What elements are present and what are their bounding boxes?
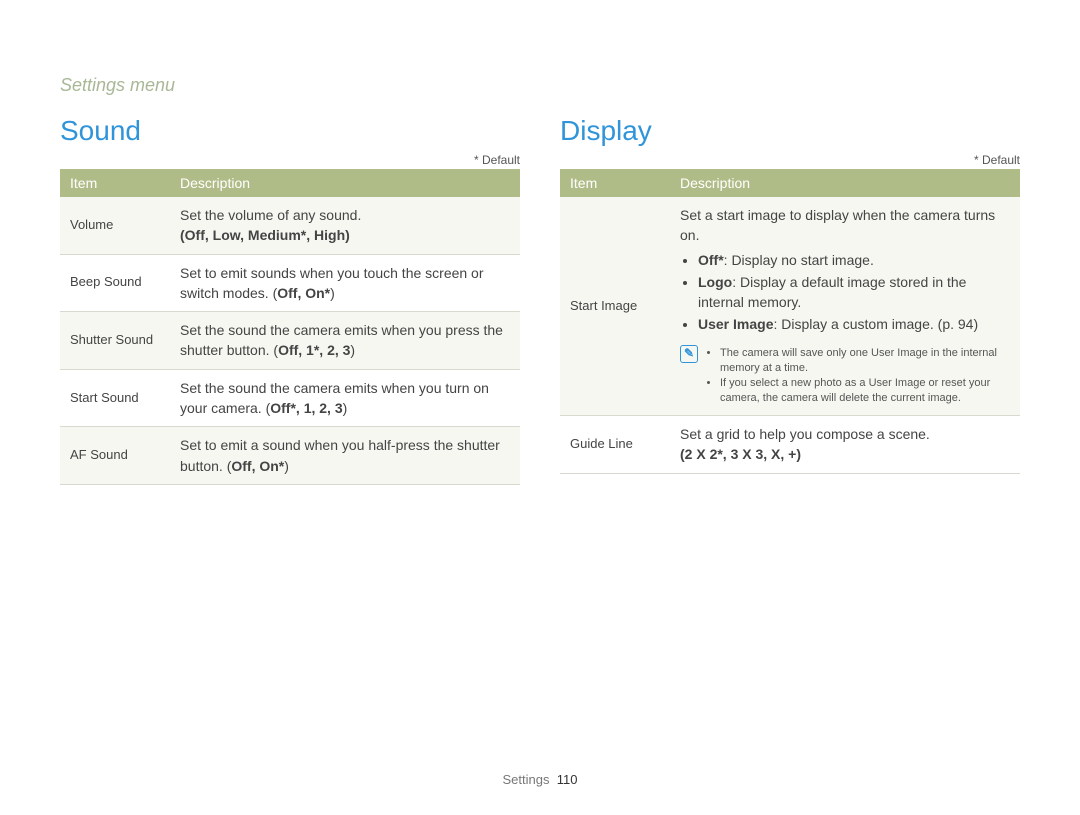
list-item: Logo: Display a default image stored in …: [698, 272, 1010, 313]
opt-off-label: Off*: [698, 252, 724, 268]
opt-logo-label: Logo: [698, 274, 732, 290]
guideline-desc-text: Set a grid to help you compose a scene.: [680, 426, 930, 442]
table-row: AF Sound Set to emit a sound when you ha…: [60, 427, 520, 485]
beep-item: Beep Sound: [60, 254, 170, 312]
sound-section: Sound * Default Item Description Volume …: [60, 75, 520, 485]
breadcrumb: Settings menu: [60, 75, 175, 96]
startimage-intro: Set a start image to display when the ca…: [680, 205, 1010, 246]
startimage-options: Off*: Display no start image. Logo: Disp…: [698, 246, 1010, 339]
display-th-desc: Description: [670, 169, 1020, 197]
display-title: Display: [560, 115, 1020, 147]
display-section: Display * Default Item Description Start…: [560, 75, 1020, 485]
note-list: The camera will save only one User Image…: [720, 345, 1010, 407]
af-desc: Set to emit a sound when you half-press …: [170, 427, 520, 485]
default-note-right: * Default: [560, 153, 1020, 167]
opt-logo-text: : Display a default image stored in the …: [698, 274, 966, 310]
volume-desc: Set the volume of any sound. (Off, Low, …: [170, 197, 520, 254]
footer-section: Settings: [503, 772, 550, 787]
sound-table: Item Description Volume Set the volume o…: [60, 169, 520, 485]
sound-title: Sound: [60, 115, 520, 147]
default-note-left: * Default: [60, 153, 520, 167]
note-box: ✎ The camera will save only one User Ima…: [680, 345, 1010, 407]
startimage-desc: Set a start image to display when the ca…: [670, 197, 1020, 416]
table-row: Start Image Set a start image to display…: [560, 197, 1020, 416]
table-row: Guide Line Set a grid to help you compos…: [560, 416, 1020, 474]
table-row: Start Sound Set the sound the camera emi…: [60, 369, 520, 427]
sound-th-item: Item: [60, 169, 170, 197]
start-item: Start Sound: [60, 369, 170, 427]
shutter-item: Shutter Sound: [60, 312, 170, 370]
shutter-opts: Off, 1*, 2, 3: [278, 342, 350, 358]
opt-off-text: : Display no start image.: [724, 252, 874, 268]
table-row: Shutter Sound Set the sound the camera e…: [60, 312, 520, 370]
note-item: If you select a new photo as a User Imag…: [720, 376, 1010, 406]
page-footer: Settings 110: [0, 772, 1080, 787]
display-th-item: Item: [560, 169, 670, 197]
table-row: Beep Sound Set to emit sounds when you t…: [60, 254, 520, 312]
shutter-desc-b: ): [350, 342, 355, 358]
beep-opts: Off, On*: [277, 285, 330, 301]
start-desc-b: ): [343, 400, 348, 416]
opt-userimage-text: : Display a custom image. (p. 94): [773, 316, 978, 332]
sound-th-desc: Description: [170, 169, 520, 197]
guideline-item: Guide Line: [560, 416, 670, 474]
guideline-desc: Set a grid to help you compose a scene. …: [670, 416, 1020, 474]
table-row: Volume Set the volume of any sound. (Off…: [60, 197, 520, 254]
list-item: User Image: Display a custom image. (p. …: [698, 314, 1010, 334]
start-desc: Set the sound the camera emits when you …: [170, 369, 520, 427]
startimage-item: Start Image: [560, 197, 670, 416]
display-table: Item Description Start Image Set a start…: [560, 169, 1020, 474]
opt-userimage-label: User Image: [698, 316, 773, 332]
af-desc-b: ): [284, 458, 289, 474]
page-content: Sound * Default Item Description Volume …: [0, 0, 1080, 485]
volume-desc-text: Set the volume of any sound.: [180, 207, 361, 223]
shutter-desc: Set the sound the camera emits when you …: [170, 312, 520, 370]
volume-item: Volume: [60, 197, 170, 254]
note-item: The camera will save only one User Image…: [720, 346, 1010, 376]
start-opts: Off*, 1, 2, 3: [270, 400, 342, 416]
footer-page-number: 110: [557, 772, 578, 787]
beep-desc: Set to emit sounds when you touch the sc…: [170, 254, 520, 312]
guideline-opts: (2 X 2*, 3 X 3, X, +): [680, 446, 801, 462]
volume-opts: (Off, Low, Medium*, High): [180, 227, 350, 243]
note-icon: ✎: [680, 345, 698, 363]
list-item: Off*: Display no start image.: [698, 250, 1010, 270]
beep-desc-b: ): [330, 285, 335, 301]
af-item: AF Sound: [60, 427, 170, 485]
af-desc-a: Set to emit a sound when you half-press …: [180, 437, 500, 473]
af-opts: Off, On*: [231, 458, 284, 474]
